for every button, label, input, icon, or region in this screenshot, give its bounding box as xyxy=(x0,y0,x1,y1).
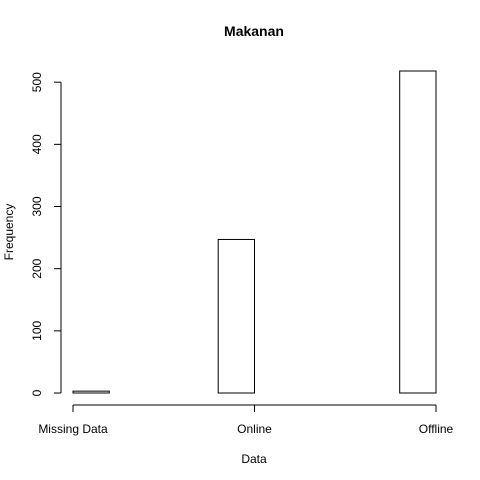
y-axis-label: Frequency xyxy=(2,204,16,261)
x-tick-label: Missing Data xyxy=(38,422,108,436)
y-axis: 0 100 200 300 400 500 xyxy=(30,72,62,396)
y-tick-label: 0 xyxy=(30,389,44,396)
y-tick-label: 500 xyxy=(30,72,44,92)
x-axis-label: Data xyxy=(241,452,267,466)
bars-group xyxy=(72,70,437,394)
y-tick-label: 200 xyxy=(30,258,44,278)
y-tick-label: 300 xyxy=(30,196,44,216)
bar-offline xyxy=(399,70,437,394)
bar-missing-data xyxy=(72,390,110,394)
x-tick-label: Online xyxy=(237,422,272,436)
x-axis: Missing Data Online Offline xyxy=(38,404,454,436)
x-tick-label: Offline xyxy=(419,422,454,436)
y-tick-label: 400 xyxy=(30,134,44,154)
y-tick-label: 100 xyxy=(30,321,44,341)
chart-title: Makanan xyxy=(224,23,284,39)
bar-online xyxy=(217,238,255,394)
